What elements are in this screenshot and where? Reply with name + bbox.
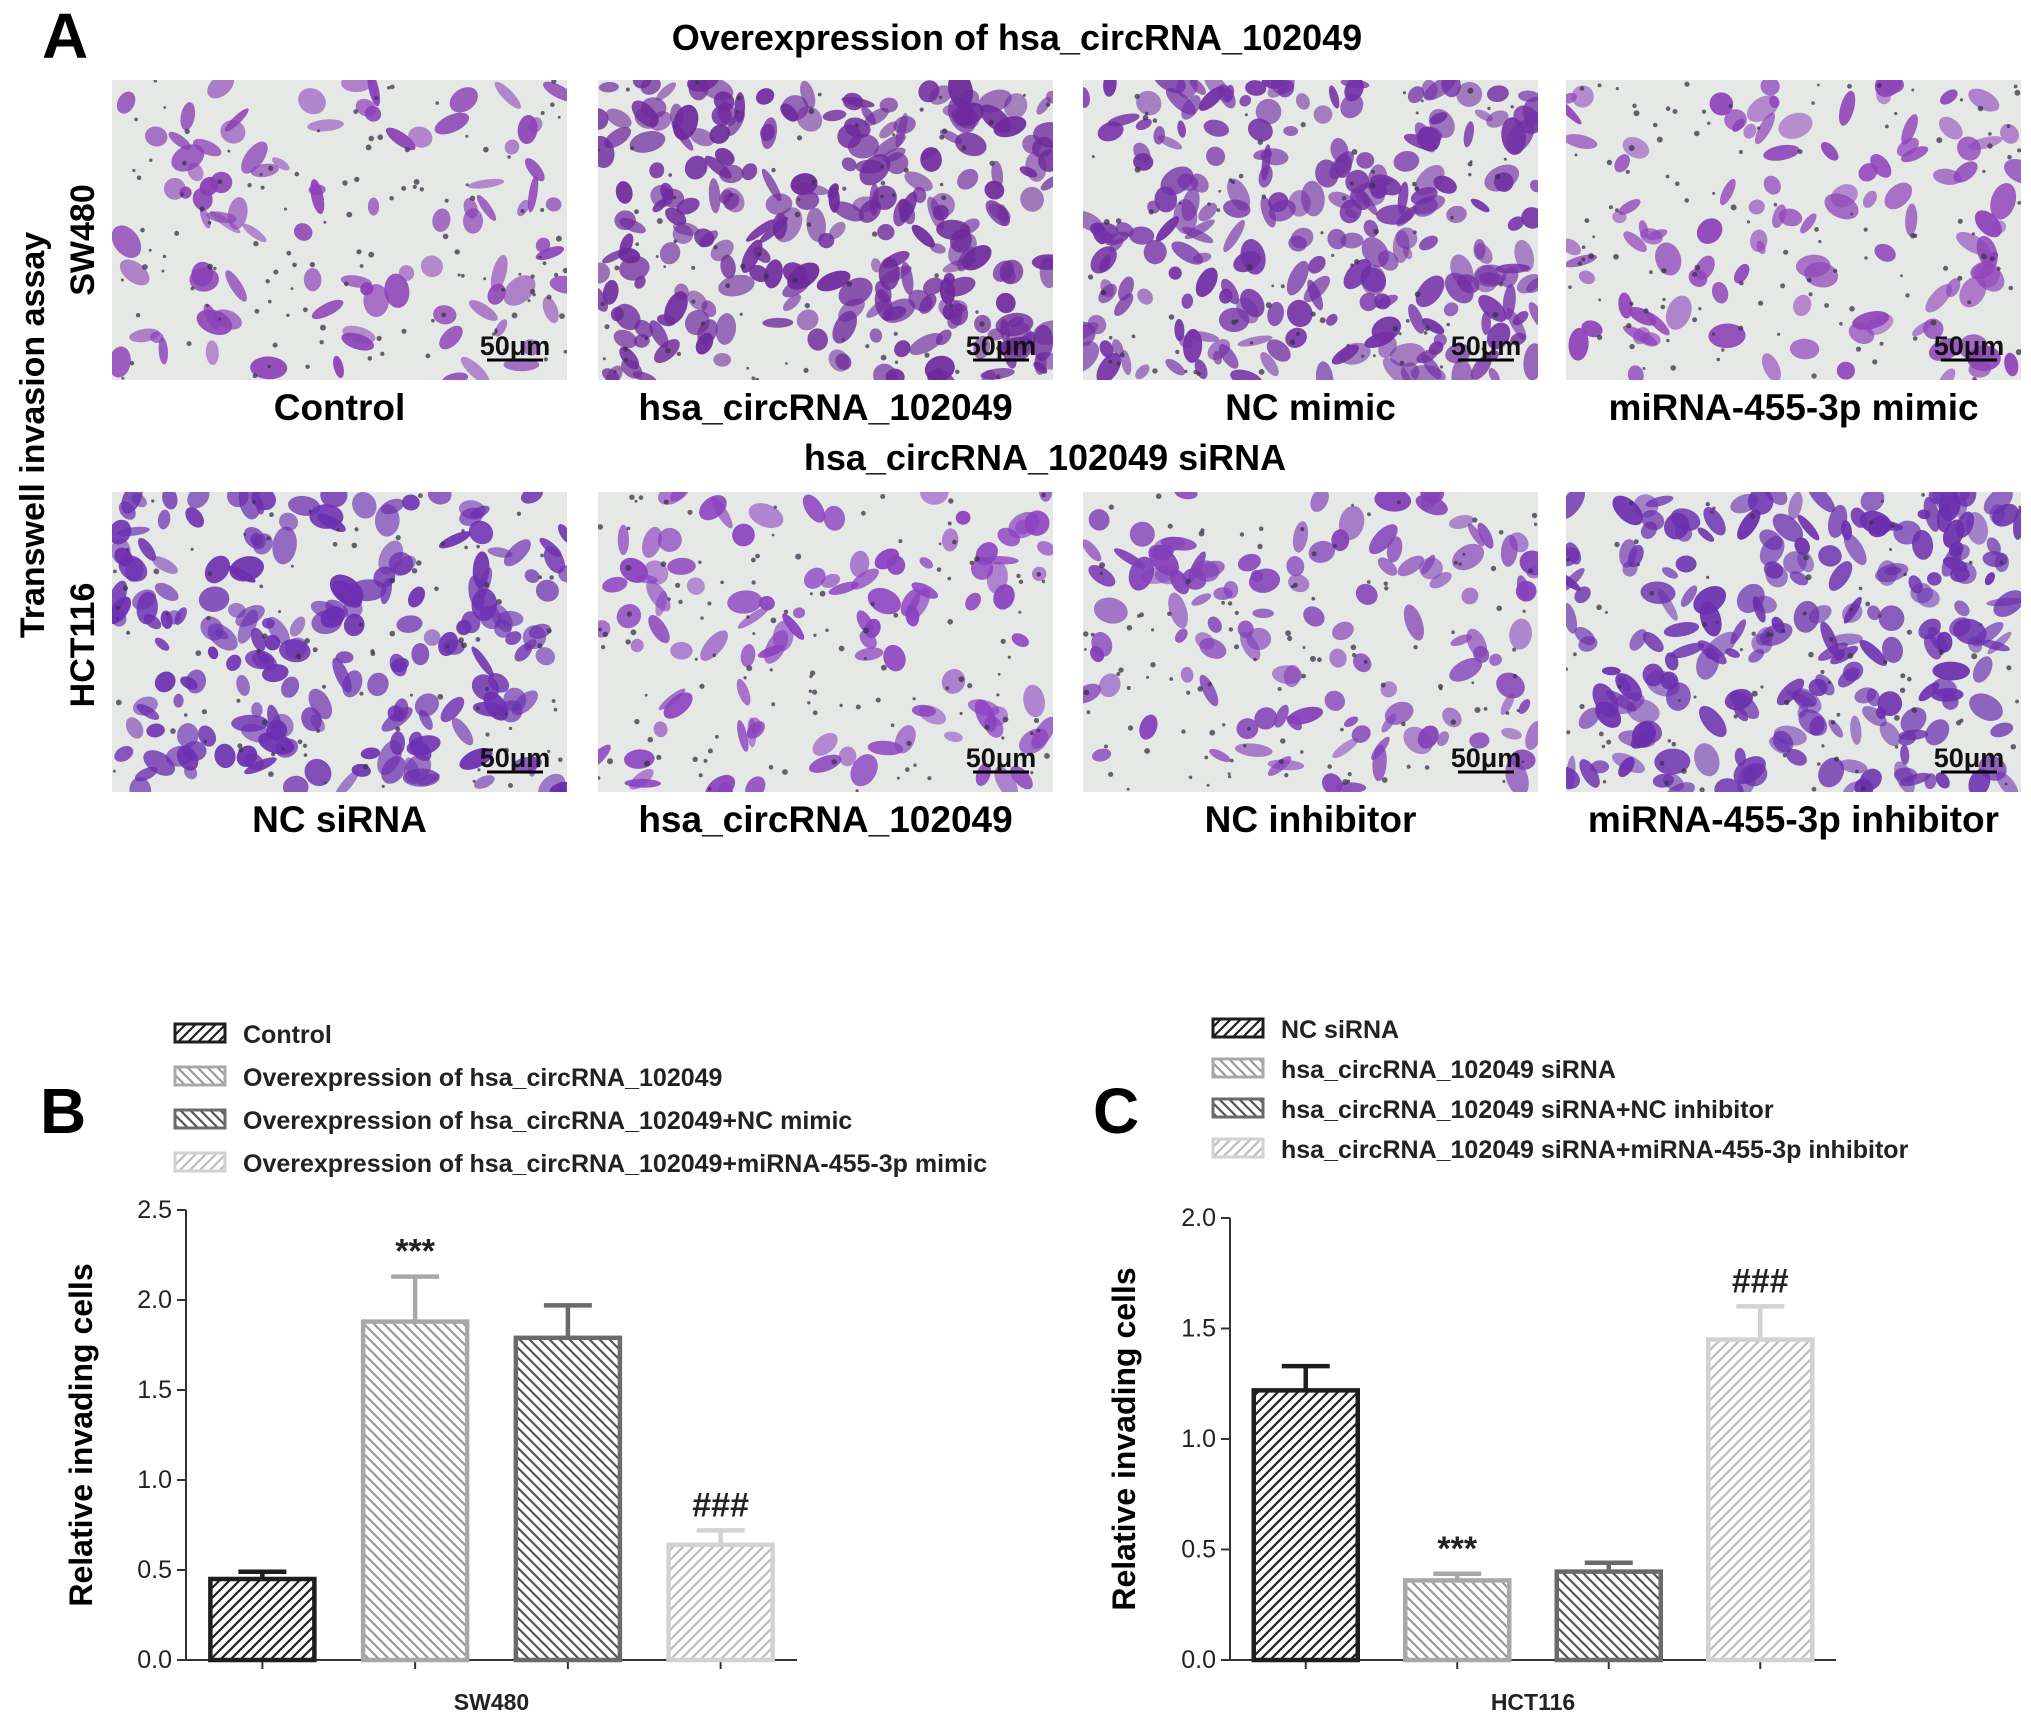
significance-label: *** bbox=[1437, 1530, 1477, 1568]
y-tick-label: 1.5 bbox=[1181, 1315, 1216, 1343]
legend-swatch bbox=[1211, 1097, 1265, 1119]
bar bbox=[1554, 1569, 1663, 1663]
micrograph-caption: NC mimic bbox=[1225, 387, 1396, 428]
panel-a-letter: A bbox=[42, 0, 88, 72]
legend-label: hsa_circRNA_102049 siRNA bbox=[1281, 1056, 1616, 1084]
micrograph-caption: miRNA-455-3p inhibitor bbox=[1588, 799, 1999, 840]
bar bbox=[666, 1542, 775, 1663]
scale-bar-label: 50μm bbox=[1934, 331, 2005, 361]
y-tick-label: 1.0 bbox=[137, 1466, 172, 1494]
micrograph-1-2: 50μm hsa_circRNA_102049 bbox=[598, 80, 1053, 428]
stained-cells bbox=[112, 80, 567, 380]
legend-swatch bbox=[173, 1022, 227, 1044]
legend-label: Overexpression of hsa_circRNA_102049+miR… bbox=[243, 1150, 987, 1178]
micrograph-caption: Control bbox=[274, 387, 406, 428]
stained-cells bbox=[112, 492, 567, 792]
significance-label: *** bbox=[395, 1233, 435, 1271]
legend-swatch bbox=[1211, 1057, 1265, 1079]
y-axis-label: Relative invading cells bbox=[63, 1263, 99, 1606]
micrograph-1-3: 50μm NC mimic bbox=[1083, 80, 1538, 428]
micrograph-caption: NC siRNA bbox=[252, 799, 427, 840]
scale-bar-label: 50μm bbox=[966, 331, 1037, 361]
stained-cells bbox=[1083, 492, 1538, 792]
micrograph-2-2: 50μm hsa_circRNA_102049 bbox=[598, 492, 1053, 840]
y-tick-label: 0.0 bbox=[137, 1646, 172, 1674]
micrograph-caption: hsa_circRNA_102049 bbox=[638, 799, 1012, 840]
bar bbox=[513, 1335, 623, 1663]
legend-swatch bbox=[1211, 1137, 1265, 1159]
bar bbox=[208, 1576, 317, 1663]
micrograph-1-1: 50μm Control bbox=[112, 80, 567, 428]
stained-cells bbox=[1566, 492, 2021, 792]
chart-hct116: NC siRNA hsa_circRNA_102049 siRNA hsa_circ… bbox=[1106, 1016, 1909, 1715]
micrograph-2-1: 50μm NC siRNA bbox=[112, 492, 567, 840]
y-axis-label: Relative invading cells bbox=[1106, 1267, 1142, 1610]
y-tick-label: 1.0 bbox=[1181, 1425, 1216, 1453]
y-tick-label: 2.0 bbox=[1181, 1204, 1216, 1232]
x-axis-label: SW480 bbox=[454, 1689, 529, 1715]
legend-swatch bbox=[173, 1065, 227, 1087]
y-tick-label: 1.5 bbox=[137, 1376, 172, 1404]
scale-bar-label: 50μm bbox=[480, 743, 551, 773]
y-tick-label: 2.0 bbox=[137, 1286, 172, 1314]
micrograph-caption: NC inhibitor bbox=[1205, 799, 1417, 840]
y-tick-label: 2.5 bbox=[137, 1196, 172, 1224]
legend-label: NC siRNA bbox=[1281, 1016, 1399, 1044]
panel-a-side-title: Transwell invasion assay bbox=[14, 232, 52, 638]
row2-group-title: hsa_circRNA_102049 siRNA bbox=[804, 437, 1286, 478]
x-axis-label: HCT116 bbox=[1491, 1689, 1575, 1715]
legend-label: Overexpression of hsa_circRNA_102049 bbox=[243, 1064, 722, 1092]
scale-bar-label: 50μm bbox=[1451, 331, 1522, 361]
row1-cell-line: SW480 bbox=[64, 184, 102, 296]
scale-bar-label: 50μm bbox=[1451, 743, 1522, 773]
legend-swatch bbox=[173, 1108, 227, 1130]
y-tick-label: 0.5 bbox=[137, 1556, 172, 1584]
panel-b-letter: B bbox=[40, 1075, 86, 1147]
scale-bar-label: 50μm bbox=[966, 743, 1037, 773]
row1-group-title: Overexpression of hsa_circRNA_102049 bbox=[672, 17, 1362, 58]
scale-bar-label: 50μm bbox=[1934, 743, 2005, 773]
significance-label: ### bbox=[692, 1486, 749, 1524]
micrograph-2-4: 50μm miRNA-455-3p inhibitor bbox=[1566, 492, 2021, 840]
micrograph-1-4: 50μm miRNA-455-3p mimic bbox=[1566, 80, 2021, 428]
y-tick-label: 0.5 bbox=[1181, 1536, 1216, 1564]
row2-cell-line: HCT116 bbox=[64, 583, 102, 708]
legend-label: Overexpression of hsa_circRNA_102049+NC … bbox=[243, 1107, 852, 1135]
bar bbox=[1251, 1388, 1360, 1663]
scale-bar-label: 50μm bbox=[480, 331, 551, 361]
legend-swatch bbox=[173, 1151, 227, 1173]
micrograph-grid: 50μm Control 50μm hsa_circRNA_102049 50μm NC … bbox=[112, 80, 2021, 840]
bar bbox=[1706, 1337, 1815, 1663]
legend-swatch bbox=[1211, 1017, 1265, 1039]
y-tick-label: 0.0 bbox=[1181, 1646, 1216, 1674]
bar bbox=[1403, 1578, 1512, 1663]
panel-c-letter: C bbox=[1093, 1075, 1139, 1147]
stained-cells bbox=[1566, 80, 2021, 380]
significance-label: ### bbox=[1732, 1262, 1789, 1300]
stained-cells bbox=[598, 492, 1053, 792]
chart-sw480: Control Overexpression of hsa_circRNA_102… bbox=[63, 1021, 987, 1715]
micrograph-caption: miRNA-455-3p mimic bbox=[1608, 387, 1978, 428]
stained-cells bbox=[1083, 80, 1538, 380]
stained-cells bbox=[598, 80, 1053, 380]
bar bbox=[360, 1319, 470, 1663]
legend-label: hsa_circRNA_102049 siRNA+miRNA-455-3p in… bbox=[1281, 1136, 1909, 1164]
micrograph-caption: hsa_circRNA_102049 bbox=[638, 387, 1012, 428]
legend-label: Control bbox=[243, 1021, 332, 1049]
micrograph-2-3: 50μm NC inhibitor bbox=[1083, 492, 1538, 840]
legend-label: hsa_circRNA_102049 siRNA+NC inhibitor bbox=[1281, 1096, 1774, 1124]
